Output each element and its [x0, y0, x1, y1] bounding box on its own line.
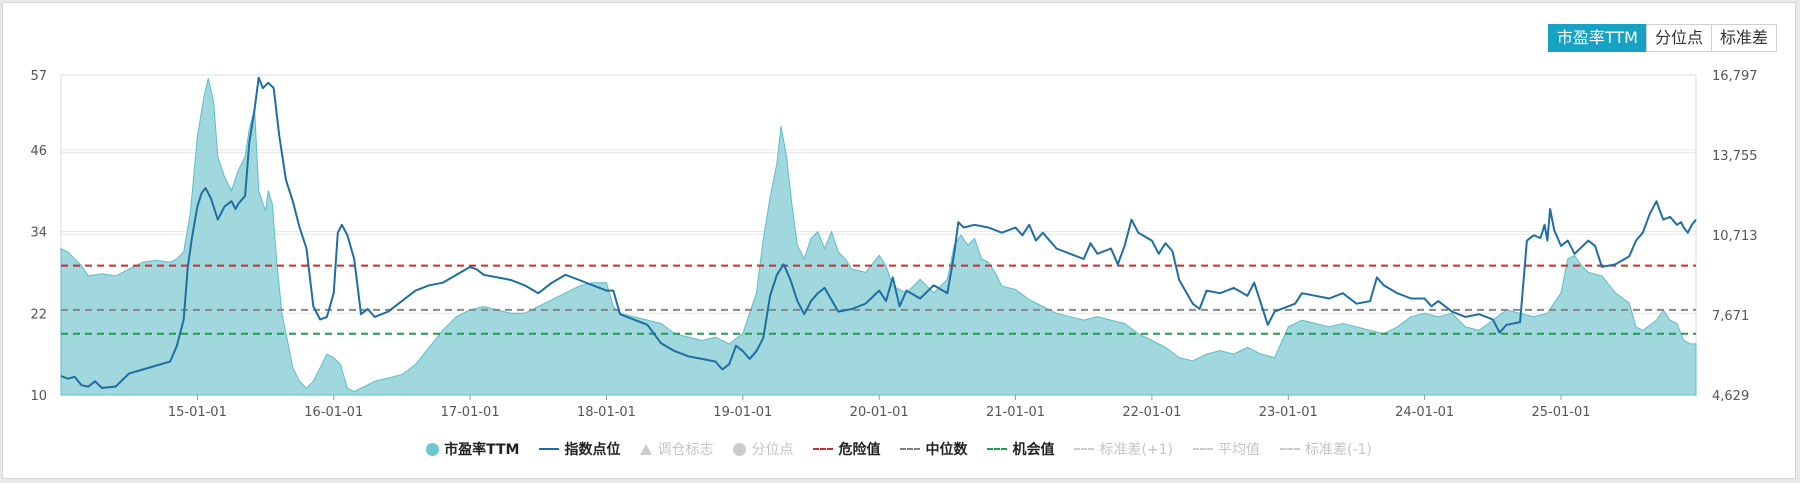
legend-marker-dash-icon [1193, 448, 1214, 450]
x-tick-label: 15-01-01 [168, 405, 227, 420]
legend-label: 危险值 [838, 442, 881, 458]
x-tick-label: 22-01-01 [1122, 405, 1181, 420]
index-line [60, 76, 1697, 389]
legend-marker-triangle-icon [640, 443, 653, 455]
legend-item-opportunity[interactable]: 机会值 [987, 439, 1054, 459]
legend-label: 分位点 [751, 442, 794, 458]
y-right-tick-label: 7,671 [1712, 309, 1749, 324]
legend-marker-dash-icon [1280, 448, 1301, 450]
legend-label: 机会值 [1012, 442, 1055, 458]
legend-label: 中位数 [925, 442, 968, 458]
legend-item-median[interactable]: 中位数 [900, 439, 967, 459]
legend-label: 指数点位 [564, 442, 621, 458]
tab-percentile[interactable]: 分位点 [1645, 24, 1712, 52]
x-tick-label: 17-01-01 [441, 405, 500, 420]
x-tick-label: 19-01-01 [713, 405, 772, 420]
tab-std-dev[interactable]: 标准差 [1710, 24, 1777, 52]
y-right-tick-label: 4,629 [1712, 389, 1749, 404]
x-tick-label: 18-01-01 [577, 405, 636, 420]
x-tick-label: 24-01-01 [1395, 405, 1454, 420]
x-tick-label: 25-01-01 [1531, 405, 1590, 420]
legend-item-average[interactable]: 平均值 [1193, 439, 1260, 459]
legend-marker-dash-icon [813, 448, 834, 450]
legend-label: 平均值 [1218, 442, 1261, 458]
y-left-tick-label: 57 [30, 69, 47, 84]
legend-item-index[interactable]: 指数点位 [539, 439, 620, 459]
pe-ttm-area [60, 78, 1697, 396]
legend-label: 标准差(-1) [1305, 442, 1372, 458]
x-tick-label: 16-01-01 [304, 405, 363, 420]
legend-label: 市盈率TTM [444, 442, 520, 458]
legend-item-std-plus[interactable]: 标准差(+1) [1074, 439, 1173, 459]
legend-label: 标准差(+1) [1099, 442, 1174, 458]
valuation-chart: 57 46 34 22 10 16,797 13,755 10,713 7,671 4,629 15… [30, 69, 1758, 420]
x-tick-label: 20-01-01 [850, 405, 909, 420]
metric-tabs: 市盈率TTM 分位点 标准差 [1547, 24, 1777, 52]
y-right-tick-label: 16,797 [1712, 69, 1758, 84]
tab-pe-ttm[interactable]: 市盈率TTM [1547, 24, 1647, 52]
x-tick-label: 23-01-01 [1259, 405, 1318, 420]
y-left-tick-label: 46 [30, 144, 47, 159]
legend-item-pe-ttm[interactable]: 市盈率TTM [426, 439, 519, 459]
legend-marker-dash-icon [1074, 448, 1095, 450]
legend-marker-circle-icon [733, 442, 747, 456]
legend-item-danger[interactable]: 危险值 [813, 439, 880, 459]
y-left-tick-label: 10 [30, 389, 47, 404]
y-left-tick-label: 22 [30, 307, 47, 322]
legend-item-std-minus[interactable]: 标准差(-1) [1280, 439, 1372, 459]
legend-marker-dash-icon [987, 448, 1008, 450]
legend-marker-circle-icon [426, 442, 440, 456]
legend-marker-line-icon [539, 448, 560, 450]
x-tick-label: 21-01-01 [986, 405, 1045, 420]
y-right-tick-label: 10,713 [1712, 229, 1758, 244]
chart-legend: 市盈率TTM 指数点位 调仓标志 分位点 危险值 中位数 机会值 标准差(+1)… [3, 439, 1795, 459]
legend-item-rebalance[interactable]: 调仓标志 [640, 439, 713, 459]
legend-marker-dash-icon [900, 448, 921, 450]
legend-item-percentile[interactable]: 分位点 [733, 439, 793, 459]
y-right-tick-label: 13,755 [1712, 149, 1758, 164]
legend-label: 调仓标志 [657, 442, 714, 458]
y-left-tick-label: 34 [30, 226, 47, 241]
